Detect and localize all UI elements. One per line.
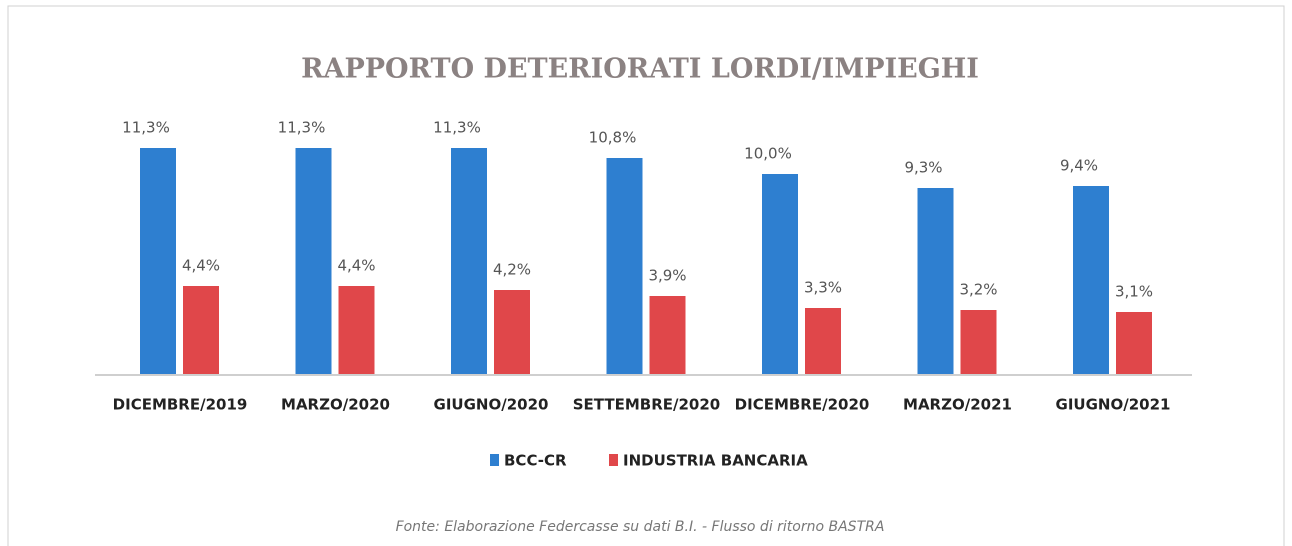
data-label: 3,9% bbox=[648, 267, 686, 285]
data-label: 9,3% bbox=[904, 159, 942, 177]
bar bbox=[805, 308, 841, 374]
frame bbox=[7, 5, 1285, 546]
data-label: 3,3% bbox=[804, 279, 842, 297]
chart-title: RAPPORTO DETERIORATI LORDI/IMPIEGHI bbox=[301, 54, 979, 85]
bar bbox=[1116, 312, 1152, 374]
data-label: 11,3% bbox=[122, 119, 170, 137]
bar bbox=[917, 188, 954, 374]
data-label: 3,1% bbox=[1115, 283, 1153, 301]
bar bbox=[606, 158, 643, 374]
legend-swatch bbox=[609, 454, 618, 466]
bar bbox=[762, 174, 798, 374]
data-label: 4,4% bbox=[182, 257, 220, 275]
data-label: 3,2% bbox=[959, 281, 997, 299]
data-label: 11,3% bbox=[278, 119, 326, 137]
data-label: 11,3% bbox=[433, 119, 481, 137]
bar bbox=[338, 286, 375, 374]
legend-label: BCC-CR bbox=[504, 452, 567, 470]
bar bbox=[451, 148, 487, 374]
x-tick-label: SETTEMBRE/2020 bbox=[573, 396, 721, 414]
data-label: 10,0% bbox=[744, 145, 792, 163]
x-tick-label: MARZO/2020 bbox=[281, 396, 390, 414]
bar bbox=[140, 148, 176, 374]
data-label: 9,4% bbox=[1060, 157, 1098, 175]
data-label: 10,8% bbox=[589, 129, 637, 147]
source-note: Fonte: Elaborazione Federcasse su dati B… bbox=[396, 519, 885, 535]
bar bbox=[494, 290, 530, 374]
x-tick-label: DICEMBRE/2020 bbox=[735, 396, 870, 414]
legend-label: INDUSTRIA BANCARIA bbox=[623, 452, 808, 470]
bar bbox=[183, 286, 219, 374]
data-label: 4,2% bbox=[493, 261, 531, 279]
x-tick-label: GIUGNO/2021 bbox=[1056, 396, 1171, 414]
bar bbox=[960, 310, 997, 374]
x-tick-label: DICEMBRE/2019 bbox=[113, 396, 248, 414]
bar bbox=[649, 296, 686, 374]
legend-swatch bbox=[490, 454, 499, 466]
x-tick-label: MARZO/2021 bbox=[903, 396, 1012, 414]
x-tick-label: GIUGNO/2020 bbox=[434, 396, 549, 414]
bar bbox=[295, 148, 332, 374]
data-label: 4,4% bbox=[337, 257, 375, 275]
bar bbox=[1073, 186, 1109, 374]
